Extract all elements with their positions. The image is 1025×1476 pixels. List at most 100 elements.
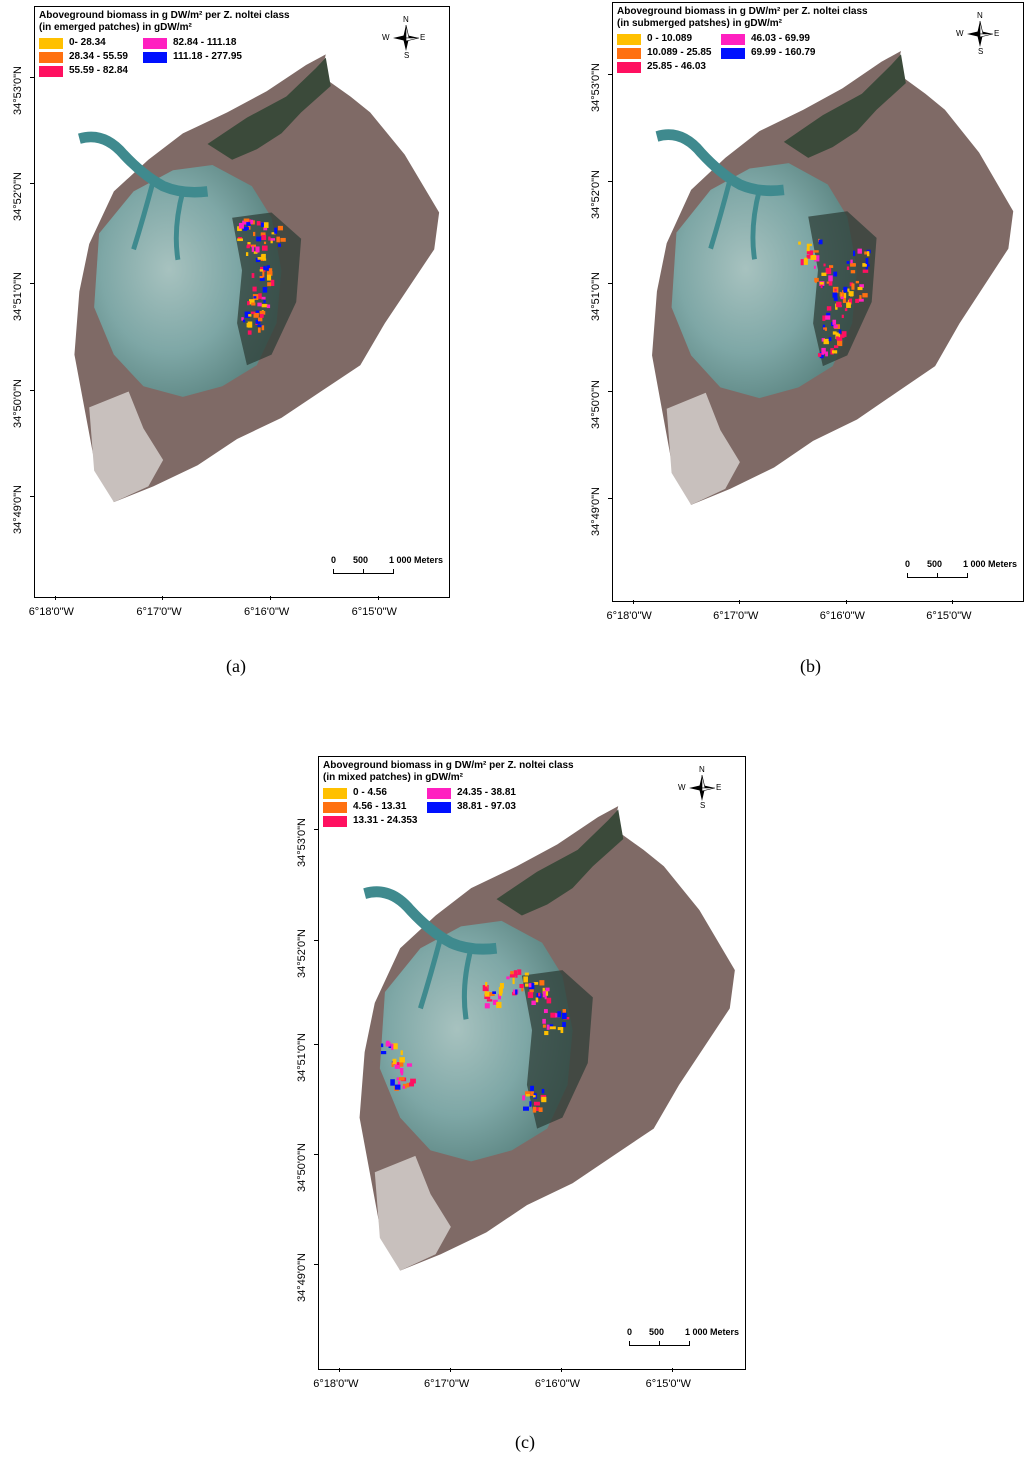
biomass-patch <box>515 989 518 995</box>
biomass-patch <box>839 291 842 297</box>
latitude-tick <box>608 73 612 75</box>
scale-label-0: 0 <box>627 1327 633 1337</box>
legend-swatch <box>721 47 745 59</box>
compass-n: N <box>977 11 983 20</box>
legend-title-line2: (in submerged patshes) in gDW/m² <box>617 18 783 29</box>
legend-item: 0 - 4.56 <box>323 787 387 799</box>
biomass-patch <box>259 275 265 282</box>
biomass-patch <box>280 237 286 242</box>
legend-swatch <box>143 51 167 63</box>
biomass-patch <box>247 242 251 245</box>
biomass-patch <box>257 302 262 307</box>
biomass-patch <box>833 297 838 301</box>
legend-swatch <box>721 33 745 45</box>
biomass-patch <box>381 1043 384 1048</box>
longitude-label: 6°17'0"W <box>136 606 182 618</box>
latitude-tick <box>30 76 34 78</box>
biomass-patch <box>391 1043 398 1050</box>
biomass-patch <box>836 337 843 341</box>
biomass-patch <box>486 999 493 1002</box>
biomass-patch <box>243 218 250 222</box>
compass-e: E <box>420 33 426 42</box>
biomass-patch <box>255 310 260 313</box>
biomass-patch <box>530 1091 534 1096</box>
longitude-tick <box>54 596 56 600</box>
biomass-patch <box>862 293 868 298</box>
compass-rose-icon <box>967 21 993 47</box>
biomass-patch <box>806 254 811 259</box>
biomass-patch <box>821 272 827 276</box>
latitude-label: 34°49'0"N <box>12 484 24 534</box>
biomass-patch <box>499 990 503 996</box>
biomass-patch <box>259 310 266 315</box>
biomass-patch <box>246 245 250 249</box>
legend-item: 111.18 - 277.95 <box>143 51 242 63</box>
biomass-patch <box>828 337 832 342</box>
biomass-patch <box>819 352 824 359</box>
legend-title-line2: (in emerged patches) in gDW/m² <box>39 22 192 33</box>
biomass-patch <box>813 250 819 253</box>
biomass-patch <box>521 985 524 992</box>
biomass-patch <box>398 1077 405 1081</box>
biomass-patch <box>835 336 839 340</box>
map-frame: Aboveground biomass in g DW/m² per Z. no… <box>34 6 450 598</box>
tidal-channel-branch <box>708 178 762 260</box>
biomass-patch <box>848 291 854 296</box>
vegetation-dark <box>207 57 331 160</box>
biomass-patch <box>527 991 534 998</box>
longitude-tick <box>450 1368 452 1372</box>
longitude-label: 6°17'0"W <box>424 1378 470 1390</box>
biomass-patch <box>391 1062 394 1067</box>
biomass-patch <box>865 263 868 270</box>
biomass-patch <box>523 976 528 983</box>
legend-swatch <box>323 801 347 813</box>
compass-rose-icon <box>689 775 715 801</box>
longitude-label: 6°16'0"W <box>819 610 865 622</box>
biomass-patch <box>561 1012 567 1020</box>
compass-rose-icon <box>393 25 419 51</box>
legend-swatch <box>427 787 451 799</box>
longitude-tick <box>269 596 271 600</box>
biomass-patch <box>822 324 825 331</box>
compass-e: E <box>716 783 722 792</box>
biomass-patch <box>253 296 257 299</box>
latitude-label: 34°49'0"N <box>296 1253 308 1302</box>
biomass-patch <box>832 331 837 335</box>
biomass-patch <box>804 257 808 261</box>
legend-label: 0 - 10.089 <box>647 33 693 44</box>
biomass-patch <box>253 251 258 254</box>
biomass-patch <box>266 274 272 281</box>
compass-n: N <box>699 765 705 774</box>
biomass-patch <box>406 1063 413 1067</box>
biomass-patch <box>263 227 268 231</box>
latitude-tick <box>314 1263 318 1265</box>
lagoon-satellite-map <box>74 54 440 503</box>
compass-w: W <box>678 783 686 792</box>
latitude-tick <box>608 283 612 285</box>
latitude-tick <box>608 498 612 500</box>
biomass-patch <box>257 317 263 322</box>
biomass-patch <box>534 982 539 985</box>
latitude-tick <box>608 390 612 392</box>
biomass-patch <box>242 319 246 323</box>
biomass-patch <box>517 969 522 975</box>
biomass-patch <box>249 299 255 305</box>
biomass-patch <box>396 1077 400 1081</box>
biomass-patch <box>825 267 832 275</box>
map-legend: Aboveground biomass in g DW/m² per Z. no… <box>39 10 290 83</box>
biomass-patch <box>832 292 838 298</box>
biomass-patch <box>821 338 825 342</box>
sand-flats <box>89 391 164 503</box>
legend-label: 0- 28.34 <box>69 37 106 48</box>
biomass-patch <box>836 301 842 308</box>
biomass-patch <box>850 263 856 267</box>
latitude-tick <box>608 181 612 183</box>
biomass-patch <box>806 243 812 247</box>
lagoon-satellite-map <box>652 51 1014 505</box>
biomass-patch <box>545 987 550 992</box>
biomass-patch <box>255 322 258 325</box>
map-legend: Aboveground biomass in g DW/m² per Z. no… <box>323 760 574 833</box>
biomass-patch <box>825 351 828 357</box>
legend-label: 25.85 - 46.03 <box>647 61 706 72</box>
sand-flats <box>374 1155 451 1271</box>
